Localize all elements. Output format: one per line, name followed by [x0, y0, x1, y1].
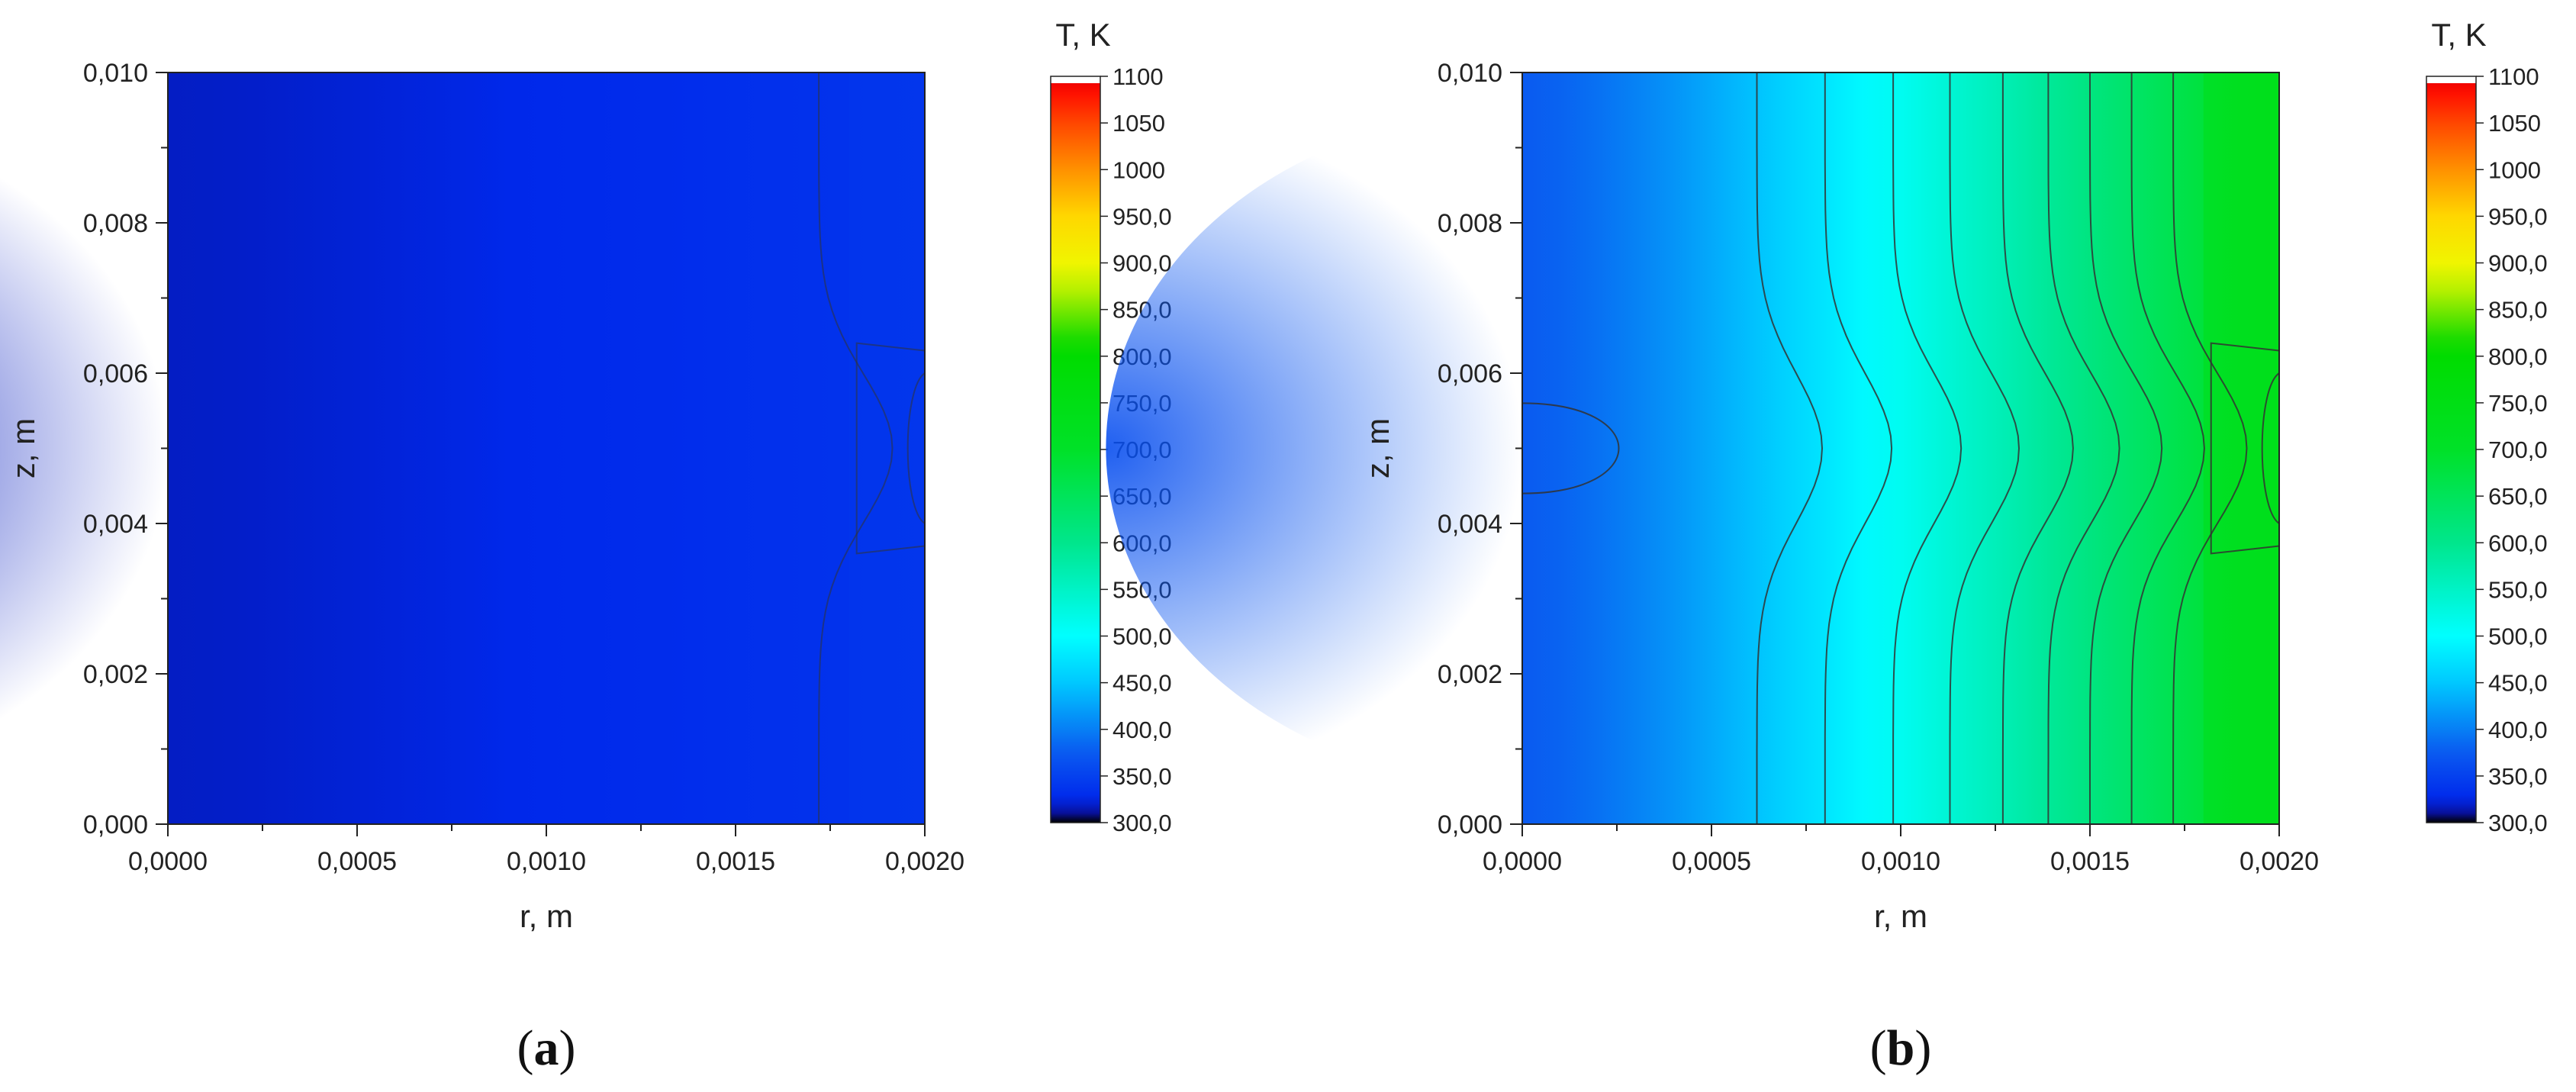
colorbar-tick-label: 300,0: [2488, 810, 2548, 836]
y-axis-title-a: z, m: [5, 418, 41, 478]
isotherm-lines-b: [1521, 72, 2280, 824]
colorbar-title-b: T, K: [2431, 17, 2486, 53]
colorbar-tick-label: 1100: [2488, 63, 2539, 90]
colorbar-gradient: [1051, 76, 1100, 823]
chart-panel-b: 0,0000 0,0005 0,0010 0,0015 0,0020 0,0000,00…: [1106, 17, 2548, 1076]
x-tick-label: 0,0020: [885, 847, 964, 876]
y-tick-label: 0,008: [83, 209, 148, 238]
x-axis-ticks-b: 0,0000 0,0005 0,0010 0,0015 0,0020: [1483, 824, 2319, 876]
panel-letter-b: b: [1887, 1020, 1915, 1076]
edge-band: [2203, 72, 2279, 824]
isotherm-line: [818, 72, 894, 824]
x-tick-label: 0,0005: [317, 847, 397, 876]
colorbar-tick-label: 550,0: [2488, 576, 2548, 603]
colorbar-tick-label: 950,0: [1113, 203, 1172, 230]
isotherm-line: [1824, 72, 1893, 824]
x-tick-label: 0,0010: [507, 847, 586, 876]
y-tick-label: 0,010: [83, 59, 148, 88]
x-tick-label: 0,0020: [2240, 847, 2319, 876]
colorbar-tick-label: 450,0: [1113, 670, 1172, 697]
isotherm-line: [2130, 72, 2205, 824]
colorbar-tick-label: 700,0: [2488, 436, 2548, 463]
colorbar-tick-label: 1050: [2488, 110, 2541, 137]
isotherm-edge-loop: [2261, 372, 2280, 524]
colorbar-cap: [1051, 76, 1100, 83]
y-tick-label: 0,002: [1438, 660, 1502, 689]
colorbar-tick-label: 900,0: [1113, 250, 1172, 277]
isotherm-lines-a: [818, 72, 926, 824]
temperature-field-a: [0, 72, 925, 824]
x-tick-label: 0,0010: [1861, 847, 1940, 876]
isotherm-edge-step: [855, 342, 926, 555]
colorbar-tick-label: 500,0: [1113, 623, 1172, 650]
y-tick-label: 0,008: [1438, 209, 1502, 238]
colorbar-tick-label: 900,0: [2488, 250, 2548, 277]
isotherm-line: [1949, 72, 2021, 824]
y-axis-ticks-a: 0,000 0,002 0,004 0,006 0,008 0,010: [83, 59, 168, 839]
colorbar-tick-label: 950,0: [2488, 203, 2548, 230]
colorbar-b: 1100 1050 1000 950,0 900,0 850,0 800,0 750,0 700…: [2426, 63, 2548, 836]
colorbar-title-a: T, K: [1055, 17, 1110, 53]
colorbar-tick-label: 600,0: [2488, 530, 2548, 556]
isotherm-line: [2047, 72, 2120, 824]
colorbar-tick-label: 1000: [2488, 156, 2541, 183]
x-tick-label: 0,0005: [1672, 847, 1751, 876]
temperature-field-b: [1106, 72, 2279, 824]
colorbar-tick-label: 650,0: [2488, 483, 2548, 510]
isotherm-line: [1756, 72, 1824, 824]
y-tick-label: 0,004: [83, 510, 148, 539]
y-tick-label: 0,010: [1438, 59, 1502, 88]
y-tick-label: 0,000: [1438, 810, 1502, 839]
core-cool-region: [0, 110, 584, 787]
edge-band: [848, 72, 925, 824]
x-axis-ticks-a: 0,0000 0,0005 0,0010 0,0015 0,0020: [128, 824, 964, 876]
y-tick-label: 0,006: [83, 359, 148, 388]
panel-letter-a: a: [534, 1020, 559, 1076]
colorbar-gradient: [2426, 76, 2476, 823]
x-axis-title-a: r, m: [520, 898, 573, 934]
isotherm-line: [2089, 72, 2163, 824]
chart-panel-a: 0,0000 0,0005 0,0010 0,0015 0,0020 0,0000,00…: [0, 17, 1172, 1076]
colorbar-tick-label: 1000: [1113, 156, 1165, 183]
x-axis-title-b: r, m: [1874, 898, 1927, 934]
panel-label-b: (b): [1870, 1020, 1932, 1076]
x-tick-label: 0,0000: [1483, 847, 1562, 876]
isotherm-line: [1892, 72, 1963, 824]
x-tick-label: 0,0000: [128, 847, 208, 876]
colorbar-tick-label: 350,0: [2488, 763, 2548, 790]
y-tick-label: 0,004: [1438, 510, 1502, 539]
colorbar-tick-label: 300,0: [1113, 810, 1172, 836]
colorbar-tick-label: 750,0: [2488, 390, 2548, 417]
colorbar-tick-label: 350,0: [1113, 763, 1172, 790]
colorbar-tick-label: 1100: [1113, 63, 1164, 90]
colorbar-tick-label: 400,0: [2488, 717, 2548, 743]
isotherm-edge-loop: [906, 372, 926, 524]
y-tick-label: 0,000: [83, 810, 148, 839]
y-axis-ticks-b: 0,000 0,002 0,004 0,006 0,008 0,010: [1438, 59, 1522, 839]
colorbar-tick-label: 1050: [1113, 110, 1165, 137]
colorbar-tick-label: 450,0: [2488, 670, 2548, 697]
isotherm-line: [2172, 72, 2248, 824]
y-tick-label: 0,002: [83, 660, 148, 689]
y-tick-label: 0,006: [1438, 359, 1502, 388]
isotherm-edge-step: [2210, 342, 2280, 555]
colorbar-cap: [2426, 76, 2476, 83]
isotherm-line: [2001, 72, 2074, 824]
colorbar-tick-label: 800,0: [2488, 343, 2548, 370]
x-tick-label: 0,0015: [2050, 847, 2130, 876]
isotherm-core-loop: [1521, 402, 1620, 494]
colorbar-tick-label: 850,0: [2488, 297, 2548, 324]
panel-label-a: (a): [517, 1020, 576, 1076]
colorbar-tick-label: 400,0: [1113, 717, 1172, 743]
x-tick-label: 0,0015: [696, 847, 775, 876]
y-axis-title-b: z, m: [1360, 418, 1396, 478]
colorbar-tick-label: 500,0: [2488, 623, 2548, 650]
